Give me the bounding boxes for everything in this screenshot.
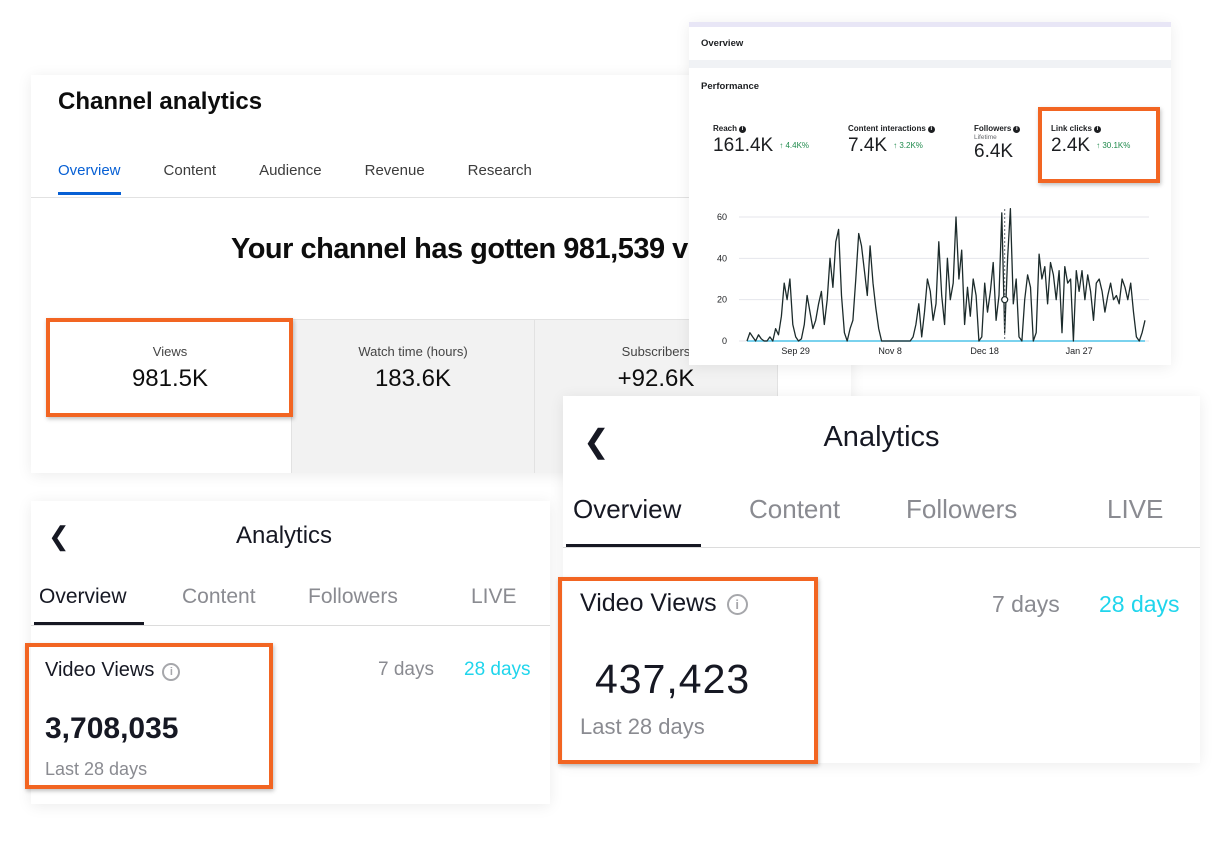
- stat-value: +92.6K: [617, 365, 695, 392]
- stat-label: Watch time (hours): [358, 344, 468, 359]
- channel-headline: Your channel has gotten 981,539 v: [231, 233, 688, 265]
- y-tick-label: 20: [717, 295, 727, 305]
- metric-label: Video Views: [580, 589, 717, 617]
- y-tick-label: 60: [717, 212, 727, 222]
- stat-value: 183.6K: [374, 365, 452, 392]
- metric-link-clicks[interactable]: Link clicks i 2.4K ↑ 30.1K%: [1051, 124, 1130, 157]
- back-arrow-icon[interactable]: ❮: [48, 521, 70, 551]
- active-tab-indicator: [34, 622, 144, 625]
- y-tick-label: 40: [717, 253, 727, 263]
- period-caption: Last 28 days: [580, 714, 705, 739]
- info-icon: i: [927, 126, 935, 133]
- active-tab-indicator: [566, 544, 701, 548]
- x-tick-label: Nov 8: [878, 346, 902, 356]
- metric-content-interactions[interactable]: Content interactions i 7.4K ↑ 3.2K%: [848, 124, 935, 157]
- metric-label: Content interactions: [848, 124, 926, 133]
- video-views-value: 437,423: [595, 656, 751, 702]
- info-icon: i: [1093, 126, 1101, 133]
- range-28-days[interactable]: 28 days: [464, 659, 531, 680]
- tab-live[interactable]: LIVE: [471, 585, 517, 608]
- video-views-heading: Video Views i: [580, 589, 748, 618]
- metric-label: Link clicks: [1051, 124, 1092, 133]
- tiktok-analytics-small: ❮ Analytics Overview Content Followers L…: [31, 501, 550, 804]
- tab-overview[interactable]: Overview: [573, 494, 682, 524]
- tab-research[interactable]: Research: [467, 162, 532, 179]
- info-icon: i: [1013, 126, 1021, 133]
- x-tick-label: Sep 29: [781, 346, 810, 356]
- stat-card-views[interactable]: Views 981.5K: [49, 320, 292, 473]
- tab-bar: Overview Content Audience Revenue Resear…: [58, 162, 575, 195]
- metric-value: 7.4K: [848, 135, 888, 156]
- page-title: Channel analytics: [58, 88, 263, 115]
- video-views-value: 3,708,035: [45, 712, 179, 745]
- y-tick-label: 0: [722, 336, 727, 346]
- page-title: Analytics: [823, 421, 940, 453]
- tab-live[interactable]: LIVE: [1107, 494, 1164, 524]
- metric-delta: ↑ 3.2K%: [893, 141, 923, 150]
- section-title-overview: Overview: [701, 38, 744, 49]
- info-icon[interactable]: i: [726, 594, 748, 615]
- tab-content[interactable]: Content: [749, 494, 841, 524]
- section-title-performance: Performance: [701, 81, 760, 92]
- x-tick-label: Dec 18: [970, 346, 999, 356]
- stat-card-watch-time[interactable]: Watch time (hours) 183.6K: [292, 320, 535, 473]
- tab-followers[interactable]: Followers: [308, 585, 398, 608]
- tab-overview[interactable]: Overview: [58, 162, 121, 195]
- range-7-days[interactable]: 7 days: [378, 659, 434, 680]
- metric-value: 6.4K: [974, 141, 1014, 162]
- hover-marker-point: [1001, 296, 1009, 304]
- tab-content[interactable]: Content: [163, 162, 217, 179]
- tab-audience[interactable]: Audience: [259, 162, 322, 179]
- metric-value: 2.4K: [1051, 135, 1091, 156]
- metric-delta: ↑ 4.4K%: [779, 141, 810, 150]
- x-tick-label: Jan 27: [1066, 346, 1093, 356]
- series-line: [746, 208, 1146, 342]
- metric-reach[interactable]: Reach i 161.4K ↑ 4.4K%: [713, 124, 809, 157]
- meta-overview-panel: Overview Performance Reach i 161.4K ↑ 4.4K…: [689, 22, 1171, 365]
- performance-line-chart[interactable]: 0 20 40 60 Sep 29 Nov 8 Dec 18 Jan 27: [689, 197, 1171, 365]
- tab-content[interactable]: Content: [182, 585, 256, 608]
- tab-followers[interactable]: Followers: [906, 494, 1018, 524]
- back-arrow-icon[interactable]: ❮: [583, 423, 610, 459]
- divider: [563, 547, 1200, 548]
- stat-label: Views: [152, 344, 188, 359]
- tab-revenue[interactable]: Revenue: [364, 162, 425, 179]
- tiktok-analytics-large: ❮ Analytics Overview Content Followers L…: [563, 396, 1200, 763]
- video-views-heading: Video Views i: [45, 659, 181, 682]
- top-strip: [689, 22, 1171, 27]
- metric-label: Video Views: [45, 659, 155, 681]
- page-title: Analytics: [236, 522, 333, 549]
- divider: [31, 197, 851, 198]
- tab-overview[interactable]: Overview: [39, 585, 127, 608]
- range-28-days[interactable]: 28 days: [1099, 591, 1180, 617]
- metric-label: Followers: [974, 124, 1012, 133]
- section-separator: [689, 60, 1171, 68]
- metric-sublabel: Lifetime: [974, 134, 997, 141]
- stat-value: 981.5K: [131, 365, 209, 392]
- metric-label: Reach: [713, 124, 738, 133]
- metric-delta: ↑ 30.1K%: [1096, 141, 1131, 150]
- metric-value: 161.4K: [713, 135, 774, 156]
- stat-label: Subscribers: [621, 344, 691, 359]
- metric-followers[interactable]: Followers i Lifetime 6.4K: [974, 124, 1021, 163]
- info-icon: i: [739, 126, 747, 133]
- divider: [31, 625, 550, 626]
- info-icon[interactable]: i: [162, 663, 181, 681]
- range-7-days[interactable]: 7 days: [992, 591, 1060, 617]
- period-caption: Last 28 days: [45, 759, 148, 779]
